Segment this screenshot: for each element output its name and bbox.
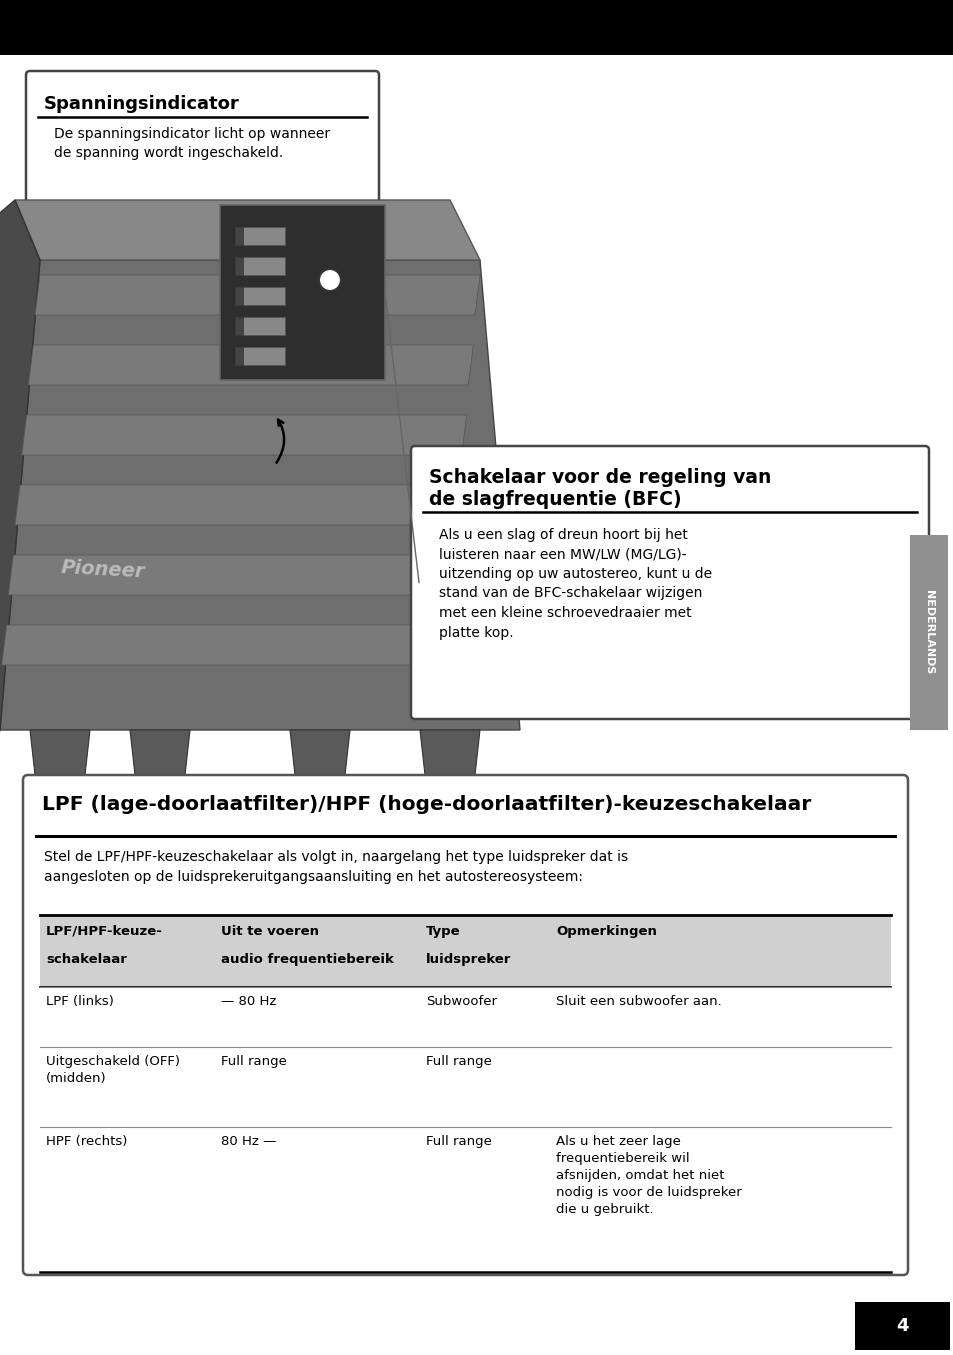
Text: NEDERLANDS: NEDERLANDS [923, 589, 933, 675]
Text: LPF (links): LPF (links) [46, 995, 113, 1008]
Bar [220, 205, 385, 379]
Polygon shape [35, 275, 479, 314]
Bar [234, 228, 243, 245]
Text: Uit te voeren: Uit te voeren [221, 925, 318, 938]
Bar [854, 1302, 949, 1350]
Text: Subwoofer: Subwoofer [426, 995, 497, 1008]
Polygon shape [15, 485, 459, 524]
Bar [234, 347, 285, 364]
FancyBboxPatch shape [26, 70, 378, 220]
FancyBboxPatch shape [411, 446, 928, 720]
Text: Sluit een subwoofer aan.: Sluit een subwoofer aan. [556, 995, 721, 1008]
Text: Als u een slag of dreun hoort bij het
luisteren naar een MW/LW (MG/LG)-
uitzendi: Als u een slag of dreun hoort bij het lu… [438, 528, 711, 640]
Text: LPF/HPF-keuze-: LPF/HPF-keuze- [46, 925, 163, 938]
Text: 4: 4 [895, 1317, 907, 1335]
Bar [234, 347, 243, 364]
Text: Als u het zeer lage
frequentiebereik wil
afsnijden, omdat het niet
nodig is voor: Als u het zeer lage frequentiebereik wil… [556, 1135, 741, 1215]
Polygon shape [0, 201, 40, 760]
Text: HPF (rechts): HPF (rechts) [46, 1135, 128, 1148]
Bar [234, 257, 285, 275]
Text: — 80 Hz: — 80 Hz [221, 995, 276, 1008]
Bar [909, 535, 947, 730]
Polygon shape [419, 730, 479, 775]
FancyBboxPatch shape [23, 775, 907, 1275]
Bar [234, 317, 243, 335]
Bar [234, 317, 285, 335]
Text: audio frequentiebereik: audio frequentiebereik [221, 953, 394, 966]
Text: Uitgeschakeld (OFF)
(midden): Uitgeschakeld (OFF) (midden) [46, 1056, 180, 1085]
Text: Type: Type [426, 925, 460, 938]
Text: luidspreker: luidspreker [426, 953, 511, 966]
Polygon shape [9, 556, 453, 595]
Polygon shape [30, 730, 90, 775]
Bar [0, 0, 953, 56]
Polygon shape [130, 730, 190, 775]
Text: Spanningsindicator: Spanningsindicator [44, 95, 239, 112]
Text: Full range: Full range [426, 1056, 492, 1068]
Text: 80 Hz —: 80 Hz — [221, 1135, 276, 1148]
Text: LPF (lage-doorlaatfilter)/HPF (hoge-doorlaatfilter)-keuzeschakelaar: LPF (lage-doorlaatfilter)/HPF (hoge-door… [42, 795, 810, 814]
Text: Schakelaar voor de regeling van
de slagfrequentie (BFC): Schakelaar voor de regeling van de slagf… [429, 467, 771, 509]
Polygon shape [22, 415, 466, 455]
Polygon shape [0, 260, 519, 730]
Polygon shape [29, 346, 473, 385]
Bar [40, 915, 890, 986]
Ellipse shape [318, 270, 340, 291]
Text: De spanningsindicator licht op wanneer
de spanning wordt ingeschakeld.: De spanningsindicator licht op wanneer d… [54, 127, 330, 160]
Text: Pioneer: Pioneer [60, 558, 145, 581]
Bar [234, 257, 243, 275]
Text: schakelaar: schakelaar [46, 953, 127, 966]
Polygon shape [290, 730, 350, 775]
Polygon shape [2, 625, 446, 665]
Text: Stel de LPF/HPF-keuzeschakelaar als volgt in, naargelang het type luidspreker da: Stel de LPF/HPF-keuzeschakelaar als volg… [44, 850, 627, 883]
Bar [234, 287, 243, 305]
Bar [234, 287, 285, 305]
Bar [234, 228, 285, 245]
Text: Opmerkingen: Opmerkingen [556, 925, 657, 938]
Text: Full range: Full range [221, 1056, 287, 1068]
Text: Full range: Full range [426, 1135, 492, 1148]
Polygon shape [15, 201, 479, 260]
